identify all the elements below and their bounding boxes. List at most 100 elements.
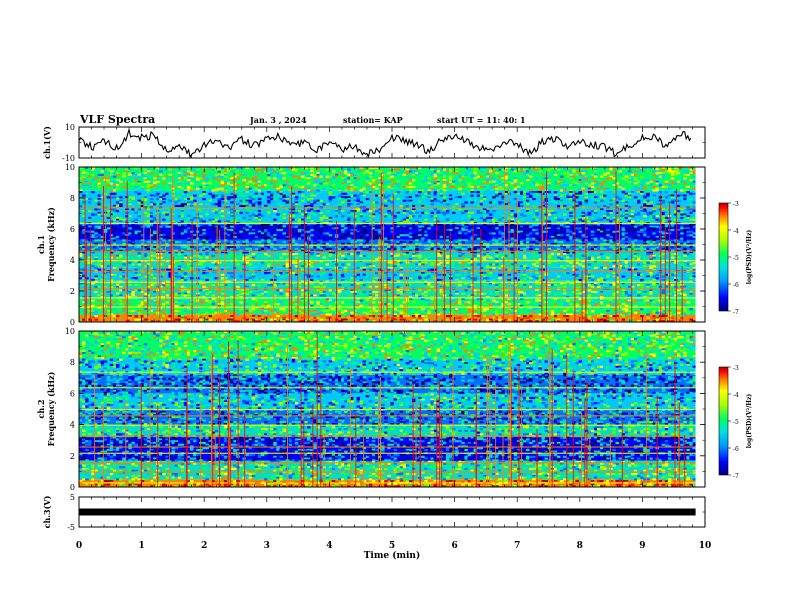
ch1-cell — [375, 195, 379, 197]
ch1-cell — [529, 226, 533, 228]
ch1-cell — [557, 169, 561, 171]
ch1-cell — [535, 193, 539, 195]
ch1-cell — [316, 176, 320, 178]
ch1-cell — [153, 195, 157, 197]
ch1-cell — [138, 208, 142, 210]
ch1-cell — [566, 191, 570, 193]
ch1-cell — [625, 217, 629, 219]
ch1-cell — [600, 248, 604, 250]
ch1-cell — [431, 191, 435, 193]
ch1-cell — [646, 193, 650, 195]
ch1-cell — [221, 201, 225, 203]
ch1-cell — [520, 193, 524, 195]
ch1-cell — [634, 255, 638, 257]
ch1-cell — [406, 208, 410, 210]
ch1-cell — [634, 196, 638, 198]
ch1-cell — [569, 238, 573, 240]
ch1-cell — [344, 177, 348, 179]
ch1-cell — [532, 253, 536, 255]
ch1-cell — [295, 205, 299, 207]
ch1-cell — [677, 215, 681, 217]
ch1-cell — [575, 184, 579, 186]
ch1-cell — [646, 205, 650, 207]
ch1-cell — [656, 217, 660, 219]
ch1-cell — [270, 208, 274, 210]
ch1-cell — [153, 241, 157, 243]
ch1-cell — [409, 201, 413, 203]
ch1-cell — [662, 186, 666, 188]
ch1-cell — [242, 195, 246, 197]
ch1-cell — [582, 177, 586, 179]
ch1-cell — [193, 227, 197, 229]
ch1-cell — [646, 238, 650, 240]
ch1-cell — [338, 198, 342, 200]
ch1-cell — [199, 195, 203, 197]
ch1-cell — [292, 217, 296, 219]
ch1-cell — [452, 219, 456, 221]
ch1-cell — [366, 239, 370, 241]
ch1-cell — [347, 183, 351, 185]
ch1-cell — [264, 253, 268, 255]
ch1-cell — [594, 170, 598, 172]
ch1-cell — [270, 169, 274, 171]
ch1-cell — [440, 195, 444, 197]
ch1-cell — [486, 239, 490, 241]
ch1-cell — [236, 234, 240, 236]
ch1-cell — [612, 177, 616, 179]
ch1-cell — [566, 226, 570, 228]
ch1-cell — [316, 238, 320, 240]
ch1-cell — [175, 241, 179, 243]
ch1-cell — [458, 191, 462, 193]
ch1-cell — [643, 248, 647, 250]
ch1-cell — [236, 241, 240, 243]
ch1-cell — [446, 170, 450, 172]
ch1-cell — [283, 248, 287, 250]
ch1-cell — [175, 177, 179, 179]
ch1-cell — [649, 227, 653, 229]
ch1-cell — [431, 181, 435, 183]
ch1-cell — [594, 176, 598, 178]
ch1-cell — [505, 224, 509, 226]
ch1-cell — [202, 241, 206, 243]
ch1-cell — [489, 214, 493, 216]
ch1-cell — [153, 170, 157, 172]
ch1-cell — [468, 186, 472, 188]
ch1-cell — [332, 205, 336, 207]
ch1-cell — [686, 170, 690, 172]
ch1-cell — [649, 196, 653, 198]
ch1-cell — [603, 181, 607, 183]
ch1-cell — [560, 231, 564, 233]
ch1-cell — [357, 232, 361, 234]
ch1-cell — [535, 205, 539, 207]
ch1-cell — [412, 224, 416, 226]
ch1-cell — [529, 241, 533, 243]
ch1-cell — [548, 198, 552, 200]
ch1-cell — [455, 236, 459, 238]
ch1-cell — [677, 231, 681, 233]
ch1-cell — [489, 257, 493, 259]
ch1-cell — [187, 189, 191, 191]
ch1-cell — [138, 257, 142, 259]
ch1-cell — [514, 226, 518, 228]
ch1-cell — [344, 172, 348, 174]
ch1-cell — [474, 200, 478, 202]
ch1-cell — [474, 195, 478, 197]
ch1-cell — [113, 227, 117, 229]
ch1-cell — [591, 193, 595, 195]
ch1-cell — [649, 217, 653, 219]
ch1-cell — [292, 193, 296, 195]
ch1-cell — [421, 208, 425, 210]
ch1-cell — [153, 203, 157, 205]
ch1-cell — [286, 229, 290, 231]
ch1-cell — [116, 236, 120, 238]
ch1-cell — [403, 174, 407, 176]
ch1-cell — [554, 198, 558, 200]
ch1-cell — [566, 184, 570, 186]
ch1-cell — [394, 184, 398, 186]
ch1-cell — [128, 238, 132, 240]
ch1-cell — [421, 220, 425, 222]
ch1-cell — [643, 189, 647, 191]
ch1-cell — [535, 186, 539, 188]
ch1-cell — [579, 208, 583, 210]
ch1-cell — [298, 234, 302, 236]
